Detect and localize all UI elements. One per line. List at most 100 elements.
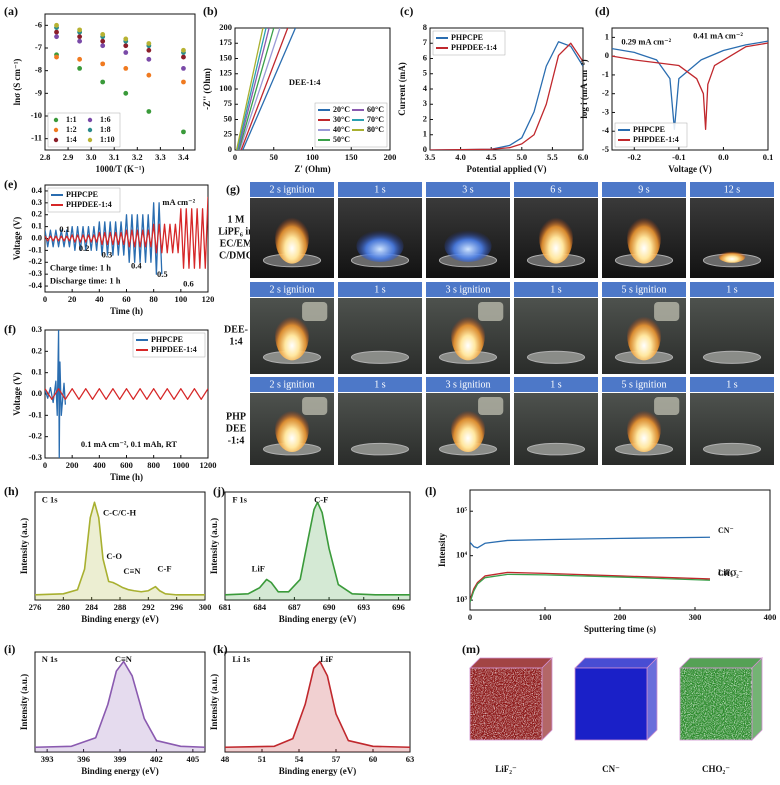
frame-time: 2 s ignition xyxy=(269,284,314,295)
data-point xyxy=(54,54,59,60)
series-line xyxy=(240,28,289,150)
lighter xyxy=(302,302,328,321)
row-label: 1:4 xyxy=(229,336,242,347)
y-tick-label: 50 xyxy=(224,113,233,123)
x-tick-label: 0 xyxy=(43,460,47,470)
x-tick-label: 405 xyxy=(186,754,199,764)
y-tick-label: 0.3 xyxy=(31,324,42,334)
y-tick-label: 10⁴ xyxy=(456,550,468,560)
data-point xyxy=(123,66,129,71)
panel-2: (c) 3.5 4.0 4.5 5.0 5.5 6.0 0 1 2 3 4 5 6 7 8 Potential … xyxy=(397,4,588,174)
y-axis-label: Intensity (a.u.) xyxy=(209,518,219,574)
x-tick-label: 54 xyxy=(295,754,304,764)
x-tick-label: 200 xyxy=(614,612,627,622)
y-tick-label: 175 xyxy=(219,37,232,47)
y-axis-label: Intensity xyxy=(437,533,447,568)
data-point xyxy=(100,38,106,44)
x-tick-label: 800 xyxy=(147,460,160,470)
x-tick-label: 4.0 xyxy=(455,152,466,162)
legend-box xyxy=(47,112,121,148)
series-line xyxy=(45,330,67,458)
x-tick-label: 687 xyxy=(288,602,302,612)
cube-front xyxy=(574,667,648,741)
y-tick-label: 10³ xyxy=(456,594,468,604)
y-tick-label: -5 xyxy=(602,144,609,154)
cube-label: LiF₂⁻ xyxy=(495,764,517,774)
frame-header xyxy=(250,377,334,392)
x-tick-label: 300 xyxy=(199,602,212,612)
data-point xyxy=(123,43,129,49)
legend-box xyxy=(432,30,506,56)
x-tick-label: 3.2 xyxy=(132,152,143,162)
legend-label: PHPCPE xyxy=(151,335,183,344)
lighter xyxy=(654,397,680,415)
x-tick-label: 399 xyxy=(114,754,127,764)
data-point xyxy=(100,43,106,49)
legend-label: 50°C xyxy=(333,135,350,144)
x-tick-label: 3.5 xyxy=(425,152,436,162)
x-tick-label: 200 xyxy=(384,152,397,162)
data-point xyxy=(146,56,152,62)
x-tick-label: 684 xyxy=(253,602,267,612)
frame-time: 1 s xyxy=(726,379,738,390)
y-tick-label: 100 xyxy=(219,83,232,93)
annotation: 0.1 xyxy=(59,224,70,234)
flame xyxy=(627,405,661,453)
y-tick-label: -11 xyxy=(31,133,42,143)
cube-top xyxy=(469,657,553,669)
y-tick-label: 25 xyxy=(224,129,233,139)
x-tick-label: 300 xyxy=(689,612,702,622)
annotation: 0.4 xyxy=(131,260,142,270)
legend-label: PHPDEE-1:4 xyxy=(633,135,679,144)
data-point xyxy=(181,54,186,60)
y-tick-label: 1 xyxy=(605,31,609,41)
panel-label: (c) xyxy=(400,4,413,18)
x-tick-label: 1200 xyxy=(200,460,217,470)
cube-texture xyxy=(470,668,542,740)
panel-label: (i) xyxy=(4,642,15,656)
x-tick-label: 48 xyxy=(221,754,230,764)
cube-label: CHO₂⁻ xyxy=(702,764,730,774)
tof-sims-3d: (m) LiF₂⁻ CN⁻ CHO₂⁻ xyxy=(462,642,763,774)
panel-label: (j) xyxy=(213,484,225,498)
row-label: LiPF₆ in xyxy=(218,226,254,237)
frame-header xyxy=(602,182,686,197)
x-tick-label: 50 xyxy=(270,152,279,162)
legend-box xyxy=(47,187,121,213)
x-tick-label: 0.1 xyxy=(763,152,774,162)
flame xyxy=(275,212,309,264)
series-line xyxy=(35,660,205,749)
x-tick-label: 1000 xyxy=(172,460,189,470)
legend-label: 30°C xyxy=(333,115,350,124)
y-tick-label: 10⁵ xyxy=(456,505,468,515)
y-tick-label: -1 xyxy=(602,69,609,79)
y-tick-label: -10 xyxy=(31,110,42,120)
legend-marker xyxy=(87,127,93,133)
data-point xyxy=(54,34,59,40)
x-tick-label: 63 xyxy=(406,754,415,764)
frame-header xyxy=(602,377,686,392)
flame xyxy=(451,405,485,453)
x-tick-label: 296 xyxy=(170,602,183,612)
frame-time: 1 s xyxy=(374,284,386,295)
frame-header xyxy=(690,282,774,297)
x-tick-label: 292 xyxy=(142,602,155,612)
y-axis-label: lnσ (S cm⁻¹) xyxy=(12,59,22,106)
panel-label: (h) xyxy=(4,484,19,498)
panel-3: (d) -0.2 -0.1 0.0 0.1 -5 -4 -3 -2 -1 0 1 Voltage (V)… xyxy=(579,4,773,174)
panel-label: (b) xyxy=(203,4,218,18)
x-axis-label: Potential applied (V) xyxy=(467,164,547,174)
annotation: C 1s xyxy=(42,495,59,505)
x-tick-label: -0.1 xyxy=(672,152,685,162)
annotation: F 1s xyxy=(232,495,247,505)
plot-frame xyxy=(611,27,769,151)
panel-7: (j) 681 684 687 690 693 696 Binding energy (eV)… xyxy=(209,484,411,624)
x-tick-label: 276 xyxy=(29,602,42,612)
frame-header xyxy=(250,282,334,297)
x-axis-label: Z' (Ohm) xyxy=(294,164,330,174)
x-axis-label: Binding energy (eV) xyxy=(81,766,159,776)
data-point xyxy=(146,72,152,78)
annotation: Li 1s xyxy=(232,654,250,664)
annotation: C≡N xyxy=(115,654,133,664)
